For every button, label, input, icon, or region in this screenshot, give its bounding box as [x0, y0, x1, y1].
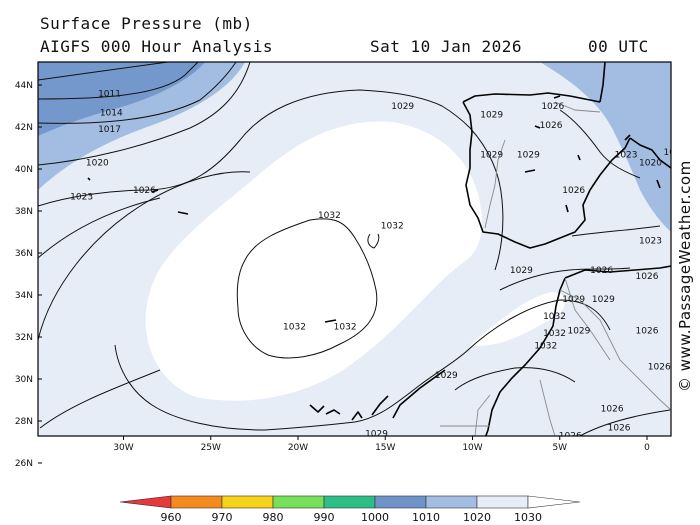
isobar-value-label: 1026	[670, 402, 693, 412]
lat-label: 42N	[15, 123, 33, 133]
isobar-value-label: 1032	[381, 222, 404, 232]
coastlines	[87, 62, 671, 436]
legend-swatch	[527, 495, 581, 509]
legend-label: 1020	[463, 511, 491, 524]
isobar-value-label: 1020	[86, 159, 109, 169]
isobar-value-label: 1026	[648, 362, 671, 372]
isobar-value-label: 1029	[480, 110, 503, 120]
isobar-value-label: 1026	[590, 266, 613, 276]
map-area: 1011101410171020102310261029103210321032…	[38, 62, 700, 473]
isobar-value-label: 1026	[53, 453, 76, 463]
isobar-value-label: 1032	[318, 211, 341, 221]
lon-label: 25W	[201, 443, 221, 453]
isobar-value-label: 1028	[538, 463, 561, 473]
isobar-value-label: 1026	[133, 186, 156, 196]
lat-label: 30N	[15, 375, 33, 385]
lon-label: 0	[644, 443, 650, 453]
legend-swatch	[374, 495, 427, 509]
isobar-value-label: 1029	[435, 371, 458, 381]
legend-swatch	[323, 495, 376, 509]
isobar-value-label: 1017	[98, 125, 121, 135]
valid-time: 00 UTC	[588, 37, 649, 56]
pressure-band-1020-east	[540, 62, 671, 232]
legend-swatch	[272, 495, 325, 509]
isobar-value-label: 1032	[283, 323, 306, 333]
isobar-value-label: 1032	[543, 312, 566, 322]
isobar-value-label: 1026	[636, 327, 659, 337]
lat-label: 36N	[15, 249, 33, 259]
isobar-value-label: 1023	[70, 192, 93, 202]
legend-label: 1010	[412, 511, 440, 524]
map-subtitle: AIGFS 000 Hour Analysis	[40, 37, 274, 56]
legend-label: 960	[161, 511, 182, 524]
isobar-value-label: 1029	[480, 150, 503, 160]
lat-label: 26N	[15, 459, 33, 469]
lon-label: 10W	[462, 443, 482, 453]
isobar-value-label: 1029	[391, 102, 414, 112]
lat-label: 44N	[15, 81, 33, 91]
lon-label: 30W	[113, 443, 133, 453]
isobar-value-label: 1029	[220, 440, 243, 450]
isobar-value-label: 1011	[98, 89, 121, 99]
legend-label: 970	[212, 511, 233, 524]
isobar-value-label: 1023	[615, 150, 638, 160]
legend-swatch	[119, 495, 172, 509]
pressure-high-core	[145, 121, 482, 401]
isobar-value-label: 1026	[562, 186, 585, 196]
lat-label: 38N	[15, 207, 33, 217]
legend-swatch	[170, 495, 223, 509]
legend-swatch	[476, 495, 529, 509]
lon-label: 20W	[288, 443, 308, 453]
lon-label: 15W	[375, 443, 395, 453]
legend-label: 1030	[514, 511, 542, 524]
isobar-value-label: 1032	[534, 341, 557, 351]
isobar-value-label: 1020	[639, 159, 662, 169]
isobar-value-label: 1029	[592, 295, 615, 305]
map-frame	[37, 61, 672, 437]
isobar-value-label: 1029	[562, 295, 585, 305]
credit-text: © www.PassageWeather.com	[676, 160, 694, 392]
pressure-high-africa	[470, 292, 566, 346]
isobar-value-label: 1026	[559, 432, 582, 442]
isobar-value-label: 1023	[639, 236, 662, 246]
isobar-value-label: 1029	[510, 266, 533, 276]
borders	[440, 101, 671, 436]
lat-label: 40N	[15, 165, 33, 175]
legend-label: 1000	[361, 511, 389, 524]
isobars	[38, 62, 671, 436]
lon-label: 5W	[552, 443, 567, 453]
isobar-value-label: 1026	[541, 102, 564, 112]
isobar-value-label: 1026	[601, 404, 624, 414]
isobar-value-label: 1014	[100, 108, 123, 118]
lat-label: 28N	[15, 417, 33, 427]
isobar-value-label: 1032	[334, 323, 357, 333]
legend-label: 990	[314, 511, 335, 524]
isobar-labels: 1011101410171020102310261029103210321032…	[53, 83, 700, 473]
isobar-value-label: 1029	[517, 150, 540, 160]
lat-label: 32N	[15, 333, 33, 343]
legend-label: 980	[263, 511, 284, 524]
axis-labels: 44N 42N 40N 38N 36N 34N 32N 30N 28N 26N 30W 25W 20W 1…	[15, 81, 650, 469]
isobar-value-label: 1014	[677, 83, 700, 93]
isobar-value-label: 1026	[608, 423, 631, 433]
legend-swatch	[221, 495, 274, 509]
isobar-value-label: 1017	[663, 148, 686, 158]
pressure-band-1011-west	[38, 62, 205, 136]
isobar-value-label: 1029	[365, 430, 388, 440]
legend-swatch	[425, 495, 478, 509]
isobar-value-label: 1026	[540, 121, 563, 131]
map-title: Surface Pressure (mb)	[40, 14, 253, 33]
valid-date: Sat 10 Jan 2026	[370, 37, 522, 56]
isobar-value-label: 1032	[543, 329, 566, 339]
isobar-value-label: 1026	[636, 272, 659, 282]
lat-label: 34N	[15, 291, 33, 301]
pressure-legend: 960 970 980 990 1000 1010 1020 1030	[119, 495, 581, 524]
isobar-value-label: 1029	[567, 327, 590, 337]
